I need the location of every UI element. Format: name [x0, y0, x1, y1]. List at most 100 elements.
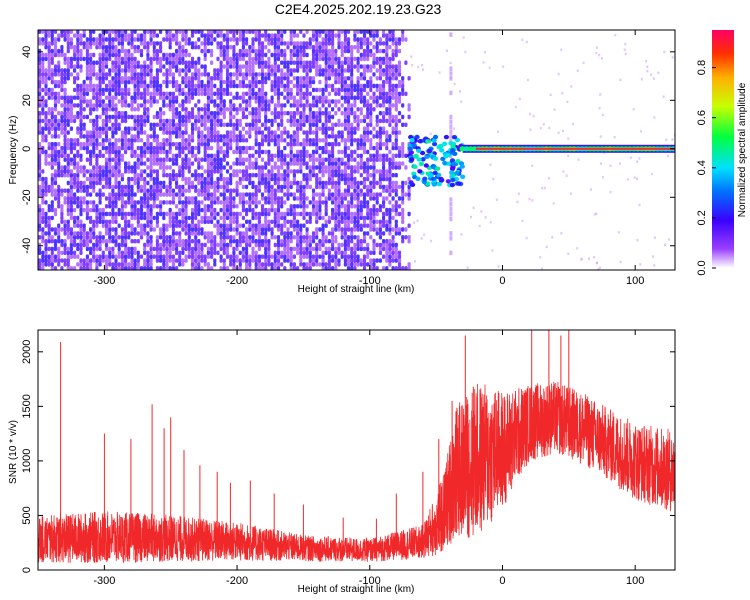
spectrogram-cell [168, 45, 172, 50]
spectrogram-cell [264, 200, 268, 205]
spectrogram-cell [241, 126, 245, 131]
spectrogram-cell [254, 262, 258, 267]
spectrogram-cell [257, 211, 261, 217]
spectrogram-cell [273, 134, 277, 139]
spectrogram-cell [264, 161, 268, 166]
spectrogram-cell [369, 145, 373, 151]
spectrogram-cell [108, 79, 112, 85]
spectrogram-cell [210, 130, 214, 135]
spectrogram-cell [305, 91, 309, 96]
spectrogram-cell [139, 68, 144, 73]
spectrogram-cell [385, 41, 389, 46]
spectrogram-cell [302, 107, 306, 112]
spectrogram-cell [130, 37, 134, 42]
spectrogram-cell [331, 246, 335, 252]
spectrogram-cell [187, 165, 191, 170]
spectrogram-cell [331, 184, 335, 190]
spectrogram-cell [155, 188, 159, 193]
spectrogram-cell [229, 76, 233, 81]
spectrogram-cell [334, 215, 338, 221]
spectrogram-cell [388, 138, 392, 143]
spectrogram-cell [206, 99, 210, 104]
spectrogram-cell [229, 60, 233, 65]
spectrogram-cell [50, 235, 54, 240]
spectrogram-cell [337, 76, 341, 81]
spectrogram-cell [200, 207, 204, 213]
spectrogram-cell [69, 72, 73, 77]
spectrogram-cell [235, 52, 239, 58]
spectrogram-cell [57, 126, 61, 131]
spectrogram-cell [382, 239, 386, 244]
spectrogram-cell [149, 161, 153, 166]
spectrogram-cell [369, 122, 373, 127]
spectrogram-cell [114, 83, 118, 89]
spectrogram-cell [315, 250, 319, 255]
spectrogram-cell [305, 231, 309, 236]
spectrogram-cell [283, 215, 287, 221]
spectrogram-cell [168, 215, 172, 221]
spectrogram-cell [378, 111, 382, 116]
spectrogram-cell [159, 56, 163, 62]
spectrogram-cell [206, 95, 210, 100]
spectrogram-cell [346, 68, 351, 73]
spectrogram-cell [343, 99, 347, 104]
spectrogram-cell [57, 254, 61, 259]
spectrogram-cell [353, 262, 357, 267]
spectrogram-cell [340, 79, 344, 85]
spectrogram-cell [375, 134, 379, 139]
spectrogram-cell [104, 173, 109, 178]
spectrogram-cell [197, 173, 201, 178]
spectrogram-cell [187, 188, 191, 193]
spectrogram-cell [346, 223, 351, 228]
spectrogram-cell [73, 87, 77, 93]
spectrogram-cell [353, 157, 357, 162]
spectrogram-cell [124, 68, 128, 73]
spectrogram-cell [60, 153, 64, 158]
spectrogram-cell [98, 242, 102, 248]
spectrogram-cell [203, 204, 207, 209]
spectrogram-cell [337, 200, 341, 205]
spectrogram-cell [114, 227, 118, 232]
spectrogram-cell [337, 33, 341, 38]
spectrogram-cell [315, 231, 319, 236]
spectrogram-cell [299, 149, 303, 155]
spectrogram-cell [245, 52, 249, 58]
spectrogram-cell [203, 169, 207, 174]
spectrogram-cell [229, 192, 233, 197]
spectrogram-cell [378, 227, 382, 232]
spectrogram-cell [44, 149, 48, 155]
spectrogram-cell [356, 258, 360, 263]
spectrogram-cell [181, 103, 185, 108]
spectrogram-cell [296, 153, 300, 158]
spectrogram-cell [127, 56, 131, 62]
spectrogram-cell [362, 235, 367, 240]
spectrogram-cell [216, 45, 220, 50]
spectrogram-cell [60, 114, 64, 120]
spectrogram-cell [171, 79, 175, 85]
spectrogram-cell [216, 157, 220, 162]
spectrogram-cell [187, 76, 191, 81]
spectrogram-cell [206, 153, 210, 158]
spectrogram-cell [362, 52, 367, 58]
spectrogram-cell [159, 68, 163, 73]
spectrogram-cell [369, 68, 373, 73]
spectrogram-cell [85, 262, 89, 267]
spectrogram-cell [324, 111, 328, 116]
spectrogram-cell [79, 142, 83, 147]
spectrogram-cell [127, 262, 131, 267]
spectrogram-cell [346, 126, 351, 131]
spectrogram-cell [324, 72, 328, 77]
spectrogram-cell [216, 87, 220, 93]
spectrogram-cell [104, 149, 109, 155]
spectrogram-cell [324, 169, 328, 174]
spectrogram-cell [366, 211, 370, 217]
spectrogram-cell [385, 266, 389, 270]
spectrogram-cell [206, 76, 210, 81]
spectrogram-cell [216, 184, 220, 190]
spectrogram-cell [114, 87, 118, 93]
spectrogram-cell [283, 180, 287, 186]
spectrogram-cell [114, 239, 118, 244]
spectrogram-cell [92, 173, 96, 178]
spectrogram-cell [146, 242, 150, 248]
spectrogram-cell [181, 219, 185, 224]
